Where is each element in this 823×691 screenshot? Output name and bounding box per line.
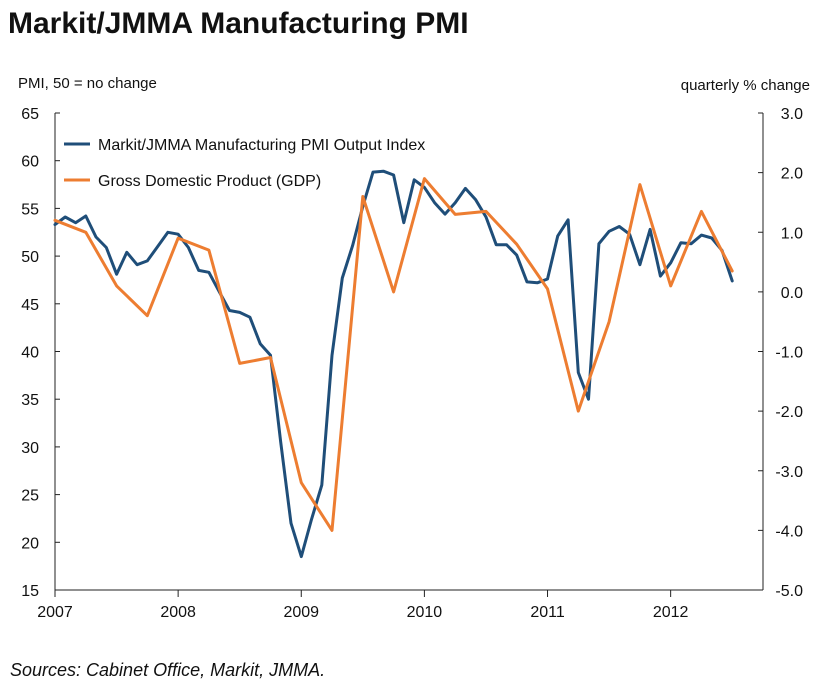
right-tick-label: 3.0 (781, 106, 803, 123)
left-tick-label: 30 (21, 440, 39, 457)
left-tick-label: 45 (21, 297, 39, 314)
right-tick-label: 0.0 (781, 285, 803, 302)
series-layer (53, 169, 734, 559)
legend-label-pmi: Markit/JMMA Manufacturing PMI Output Ind… (98, 137, 425, 154)
legend: Markit/JMMA Manufacturing PMI Output Ind… (64, 137, 425, 190)
right-tick-label: -1.0 (775, 345, 803, 362)
x-tick-label: 2010 (407, 604, 443, 621)
x-tick-label: 2011 (530, 604, 565, 621)
right-tick-label: -4.0 (775, 523, 803, 540)
left-tick-label: 65 (21, 106, 39, 123)
right-tick-label: 1.0 (781, 225, 803, 242)
left-axis-ticks: 65 60 55 50 45 40 35 30 25 20 15 (21, 106, 60, 600)
left-tick-label: 60 (21, 154, 39, 171)
left-tick-label: 55 (21, 201, 39, 218)
x-tick-label: 2012 (653, 604, 689, 621)
right-tick-label: 2.0 (781, 166, 803, 183)
right-tick-label: -5.0 (775, 583, 803, 600)
left-tick-label: 50 (21, 249, 39, 266)
x-tick-label: 2007 (37, 604, 73, 621)
right-tick-label: -2.0 (775, 404, 803, 421)
left-tick-label: 25 (21, 488, 39, 505)
pmi-series-line (53, 169, 734, 559)
chart-title: Markit/JMMA Manufacturing PMI (8, 7, 469, 40)
right-axis-caption: quarterly % change (681, 77, 810, 94)
x-tick-label: 2008 (160, 604, 196, 621)
left-tick-label: 20 (21, 535, 39, 552)
legend-label-gdp: Gross Domestic Product (GDP) (98, 173, 321, 190)
left-tick-label: 35 (21, 392, 39, 409)
source-note: Sources: Cabinet Office, Markit, JMMA. (10, 660, 325, 680)
left-tick-label: 15 (21, 583, 39, 600)
left-tick-label: 40 (21, 345, 39, 362)
x-axis-ticks: 2007 2008 2009 2010 2011 2012 (37, 590, 689, 621)
left-axis-caption: PMI, 50 = no change (18, 75, 157, 92)
gdp-series-line (53, 177, 734, 532)
right-tick-label: -3.0 (775, 464, 803, 481)
right-axis-ticks: 3.0 2.0 1.0 0.0 -1.0 -2.0 -3.0 -4.0 -5.0 (758, 106, 803, 600)
x-tick-label: 2009 (283, 604, 319, 621)
